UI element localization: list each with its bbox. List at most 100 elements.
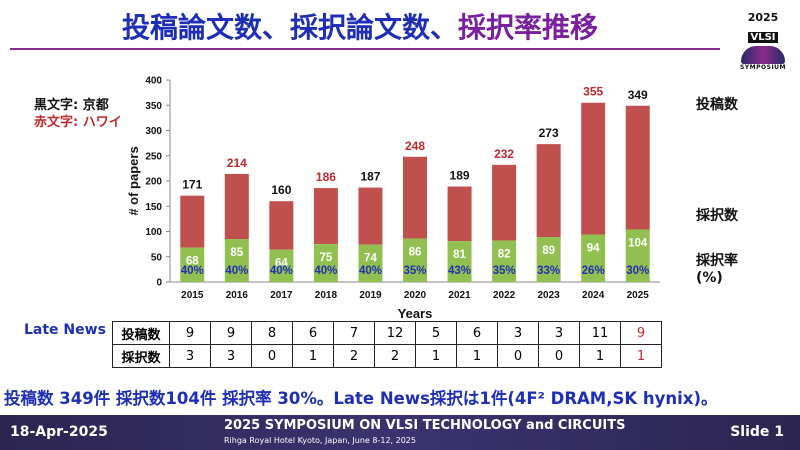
bar-submitted bbox=[403, 156, 427, 239]
papers-bar-chart: 0 50 100 150 200 250 300 350 400 # of papers Years… bbox=[126, 76, 660, 320]
bar-accepted bbox=[447, 241, 472, 282]
acceptance-rate-label: 26% bbox=[582, 265, 605, 277]
accepted-count-label: 104 bbox=[628, 237, 648, 249]
bar-submitted bbox=[269, 201, 294, 250]
late-news-table: 投稿数 9 9 8 6 7 12 5 6 3 3 11 9 採択数 3 3 0 1 2 2 1 1 0 0 1 1 bbox=[112, 321, 662, 368]
acceptance-rate-label: 30% bbox=[626, 265, 649, 277]
accepted-count-label: 64 bbox=[275, 258, 288, 270]
summary-text: 投稿数 349件 採択数104件 採択率 30%。Late News採択は1件(… bbox=[4, 389, 718, 408]
footer-date: 18-Apr-2025 bbox=[10, 424, 108, 440]
submitted-total-label: 186 bbox=[316, 170, 336, 184]
late-news-cell: 5 bbox=[415, 321, 457, 345]
x-tick-label: 2020 bbox=[404, 290, 427, 301]
logo-symposium: SYMPOSIUM bbox=[739, 64, 787, 71]
side-label-rate-unit: (%) bbox=[696, 270, 723, 286]
legend-hawaii: 赤文字: ハワイ bbox=[34, 115, 122, 130]
late-news-cell: 3 bbox=[538, 321, 580, 345]
late-news-row: 採択数 3 3 0 1 2 2 1 1 0 0 1 1 bbox=[112, 344, 662, 368]
late-news-cell: 9 bbox=[210, 321, 252, 345]
submitted-total-label: 187 bbox=[360, 170, 380, 184]
late-news-label: Late News bbox=[24, 322, 106, 338]
late-news-cell: 2 bbox=[374, 344, 416, 368]
globe-icon bbox=[741, 46, 785, 64]
y-tick-label: 0 bbox=[156, 278, 162, 289]
accepted-count-label: 85 bbox=[230, 247, 243, 259]
title-part1: 投稿論文数、採択論文数、 bbox=[121, 11, 458, 44]
late-news-cell: 7 bbox=[333, 321, 375, 345]
acceptance-rate-label: 40% bbox=[314, 265, 337, 277]
side-label-accepted: 採択数 bbox=[696, 208, 738, 224]
late-news-cell: 1 bbox=[620, 344, 662, 368]
bar-accepted bbox=[403, 238, 427, 282]
page-title: 投稿論文数、採択論文数、採択率推移 bbox=[0, 6, 720, 46]
bar-accepted bbox=[269, 249, 294, 282]
late-news-cell: 1 bbox=[292, 344, 334, 368]
side-label-submitted: 投稿数 bbox=[696, 97, 738, 113]
bar-submitted bbox=[447, 186, 472, 242]
submitted-total-label: 355 bbox=[583, 85, 603, 99]
late-news-cell: 12 bbox=[374, 321, 416, 345]
submitted-total-label: 349 bbox=[628, 88, 648, 102]
bar-submitted bbox=[625, 105, 650, 230]
x-tick-label: 2016 bbox=[226, 290, 249, 301]
submitted-total-label: 232 bbox=[494, 147, 514, 161]
acceptance-rate-label: 40% bbox=[225, 265, 248, 277]
submitted-total-label: 273 bbox=[539, 126, 559, 140]
legend-kyoto: 黒文字: 京都 bbox=[34, 98, 109, 113]
x-tick-label: 2023 bbox=[538, 290, 561, 301]
late-news-cell: 11 bbox=[579, 321, 621, 345]
accepted-count-label: 82 bbox=[498, 249, 511, 261]
title-part2: 採択率推移 bbox=[458, 11, 599, 44]
x-tick-label: 2022 bbox=[493, 290, 516, 301]
submitted-total-label: 189 bbox=[450, 169, 470, 183]
late-news-cell: 3 bbox=[169, 344, 211, 368]
accepted-count-label: 75 bbox=[320, 252, 333, 264]
bar-submitted bbox=[358, 187, 383, 245]
bar-accepted bbox=[313, 244, 338, 282]
acceptance-rate-label: 40% bbox=[181, 265, 204, 277]
late-news-cell: 1 bbox=[456, 344, 498, 368]
late-news-row: 投稿数 9 9 8 6 7 12 5 6 3 3 11 9 bbox=[112, 321, 662, 345]
late-news-cell: 1 bbox=[415, 344, 457, 368]
bar-submitted bbox=[313, 188, 338, 245]
footer-bar: 18-Apr-2025 2025 SYMPOSIUM ON VLSI TECHN… bbox=[0, 415, 800, 450]
y-tick-label: 50 bbox=[151, 252, 163, 263]
acceptance-rate-label: 40% bbox=[270, 265, 293, 277]
late-news-row-header: 投稿数 bbox=[112, 321, 170, 345]
y-tick-label: 100 bbox=[145, 227, 162, 238]
submitted-total-label: 171 bbox=[182, 178, 202, 192]
accepted-count-label: 74 bbox=[364, 253, 377, 265]
acceptance-rate-label: 35% bbox=[403, 265, 426, 277]
late-news-cell: 3 bbox=[497, 321, 539, 345]
y-tick-label: 250 bbox=[145, 151, 162, 162]
late-news-cell: 6 bbox=[456, 321, 498, 345]
late-news-cell: 0 bbox=[251, 344, 293, 368]
footer-conference: 2025 SYMPOSIUM ON VLSI TECHNOLOGY and CI… bbox=[224, 418, 626, 433]
late-news-cell: 9 bbox=[169, 321, 211, 345]
late-news-cell: 1 bbox=[579, 344, 621, 368]
title-divider bbox=[10, 48, 720, 50]
submitted-total-label: 160 bbox=[271, 183, 291, 197]
bar-accepted bbox=[625, 229, 650, 282]
bar-submitted bbox=[224, 173, 249, 240]
acceptance-rate-label: 33% bbox=[537, 265, 560, 277]
late-news-cell: 0 bbox=[497, 344, 539, 368]
x-tick-label: 2025 bbox=[627, 290, 650, 301]
submitted-total-label: 214 bbox=[227, 156, 247, 170]
x-tick-label: 2021 bbox=[448, 290, 471, 301]
x-tick-label: 2019 bbox=[359, 290, 382, 301]
bar-submitted bbox=[492, 164, 517, 241]
x-axis-title: Years bbox=[398, 306, 433, 320]
logo-year: 2025 bbox=[747, 11, 779, 24]
late-news-cell: 8 bbox=[251, 321, 293, 345]
footer-slide-number: Slide 1 bbox=[730, 424, 784, 440]
bar-accepted bbox=[224, 239, 249, 282]
bar-accepted bbox=[492, 240, 517, 282]
late-news-cell: 0 bbox=[538, 344, 580, 368]
x-tick-label: 2018 bbox=[315, 290, 338, 301]
late-news-cell: 9 bbox=[620, 321, 662, 345]
submitted-total-label: 248 bbox=[405, 139, 425, 153]
footer-venue: Rihga Royal Hotel Kyoto, Japan, June 8-1… bbox=[224, 436, 416, 445]
bar-accepted bbox=[180, 247, 205, 282]
acceptance-rate-label: 35% bbox=[493, 265, 516, 277]
